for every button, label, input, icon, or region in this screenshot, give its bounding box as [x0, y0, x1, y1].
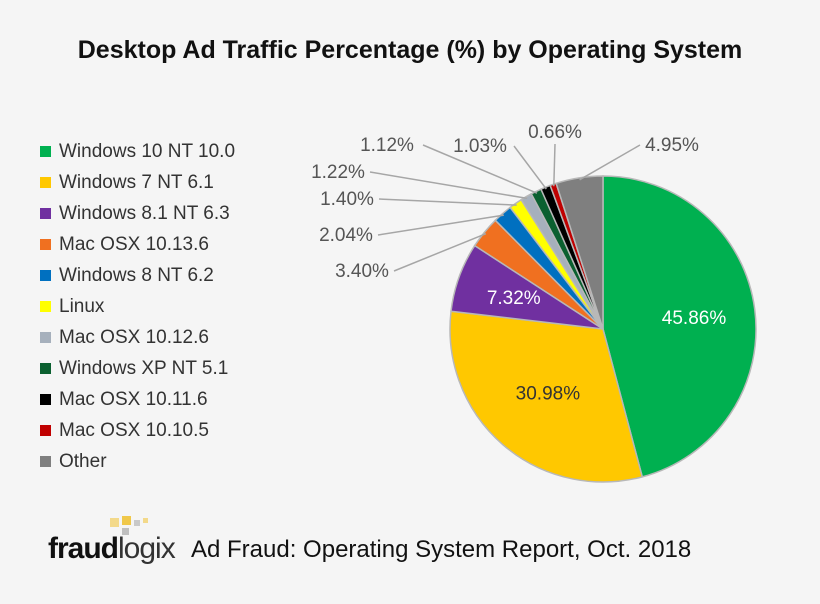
legend-swatch: [40, 394, 51, 405]
slice-label: 1.40%: [320, 189, 374, 210]
legend-item: Windows 8 NT 6.2: [40, 260, 235, 291]
legend-item: Linux: [40, 291, 235, 322]
legend-item: Mac OSX 10.11.6: [40, 384, 235, 415]
slice-label: 4.95%: [645, 135, 699, 156]
legend-swatch: [40, 456, 51, 467]
legend-item: Mac OSX 10.12.6: [40, 322, 235, 353]
leader-line: [579, 144, 641, 181]
legend-item: Windows XP NT 5.1: [40, 353, 235, 384]
legend-swatch: [40, 270, 51, 281]
leader-line: [378, 198, 517, 206]
chart-legend: Windows 10 NT 10.0 Windows 7 NT 6.1 Window…: [40, 136, 235, 477]
slice-label: 2.04%: [319, 225, 373, 246]
legend-item: Windows 8.1 NT 6.3: [40, 198, 235, 229]
legend-label: Windows 8 NT 6.2: [59, 264, 214, 286]
pie-slice: [602, 175, 757, 478]
legend-label: Other: [59, 450, 107, 472]
legend-item: Mac OSX 10.13.6: [40, 229, 235, 260]
legend-swatch: [40, 239, 51, 250]
pie-slice: [449, 310, 644, 483]
legend-item: Mac OSX 10.10.5: [40, 415, 235, 446]
legend-swatch: [40, 363, 51, 374]
footer: fraudlogix Ad Fraud: Operating System Re…: [48, 516, 808, 572]
legend-label: Linux: [59, 295, 105, 317]
legend-item: Windows 10 NT 10.0: [40, 136, 235, 167]
leader-line: [393, 232, 487, 272]
slice-label: 1.03%: [453, 136, 507, 157]
legend-label: Windows 10 NT 10.0: [59, 140, 236, 162]
slice-label: 0.66%: [528, 122, 582, 143]
legend-swatch: [40, 177, 51, 188]
legend-label: Mac OSX 10.10.5: [59, 419, 209, 441]
legend-item: Other: [40, 446, 235, 477]
legend-swatch: [40, 332, 51, 343]
slice-label: 30.98%: [516, 384, 581, 405]
slice-label: 7.32%: [487, 288, 541, 309]
legend-item: Windows 7 NT 6.1: [40, 167, 235, 198]
chart-title: Desktop Ad Traffic Percentage (%) by Ope…: [77, 36, 743, 64]
leader-line: [513, 145, 547, 190]
legend-swatch: [40, 425, 51, 436]
report-caption: Ad Fraud: Operating System Report, Oct. …: [191, 536, 692, 563]
brand-logo: fraudlogix: [48, 532, 176, 565]
legend-label: Windows 8.1 NT 6.3: [59, 202, 230, 224]
leader-line: [553, 143, 556, 187]
slice-label: 45.86%: [662, 308, 727, 329]
legend-label: Mac OSX 10.11.6: [59, 388, 208, 410]
legend-swatch: [40, 208, 51, 219]
slice-label: 1.22%: [311, 162, 365, 183]
pie-slice: [555, 175, 604, 330]
legend-label: Windows 7 NT 6.1: [59, 171, 214, 193]
leader-line: [369, 171, 528, 200]
slice-label: 1.12%: [360, 135, 414, 156]
leader-line: [422, 144, 538, 194]
legend-label: Mac OSX 10.12.6: [59, 326, 209, 348]
logo-squares-icon: [110, 516, 148, 535]
legend-label: Mac OSX 10.13.6: [59, 233, 209, 255]
legend-label: Windows XP NT 5.1: [59, 357, 229, 379]
legend-swatch: [40, 301, 51, 312]
slice-label: 3.40%: [335, 261, 389, 282]
leader-line: [377, 214, 504, 236]
legend-swatch: [40, 146, 51, 157]
